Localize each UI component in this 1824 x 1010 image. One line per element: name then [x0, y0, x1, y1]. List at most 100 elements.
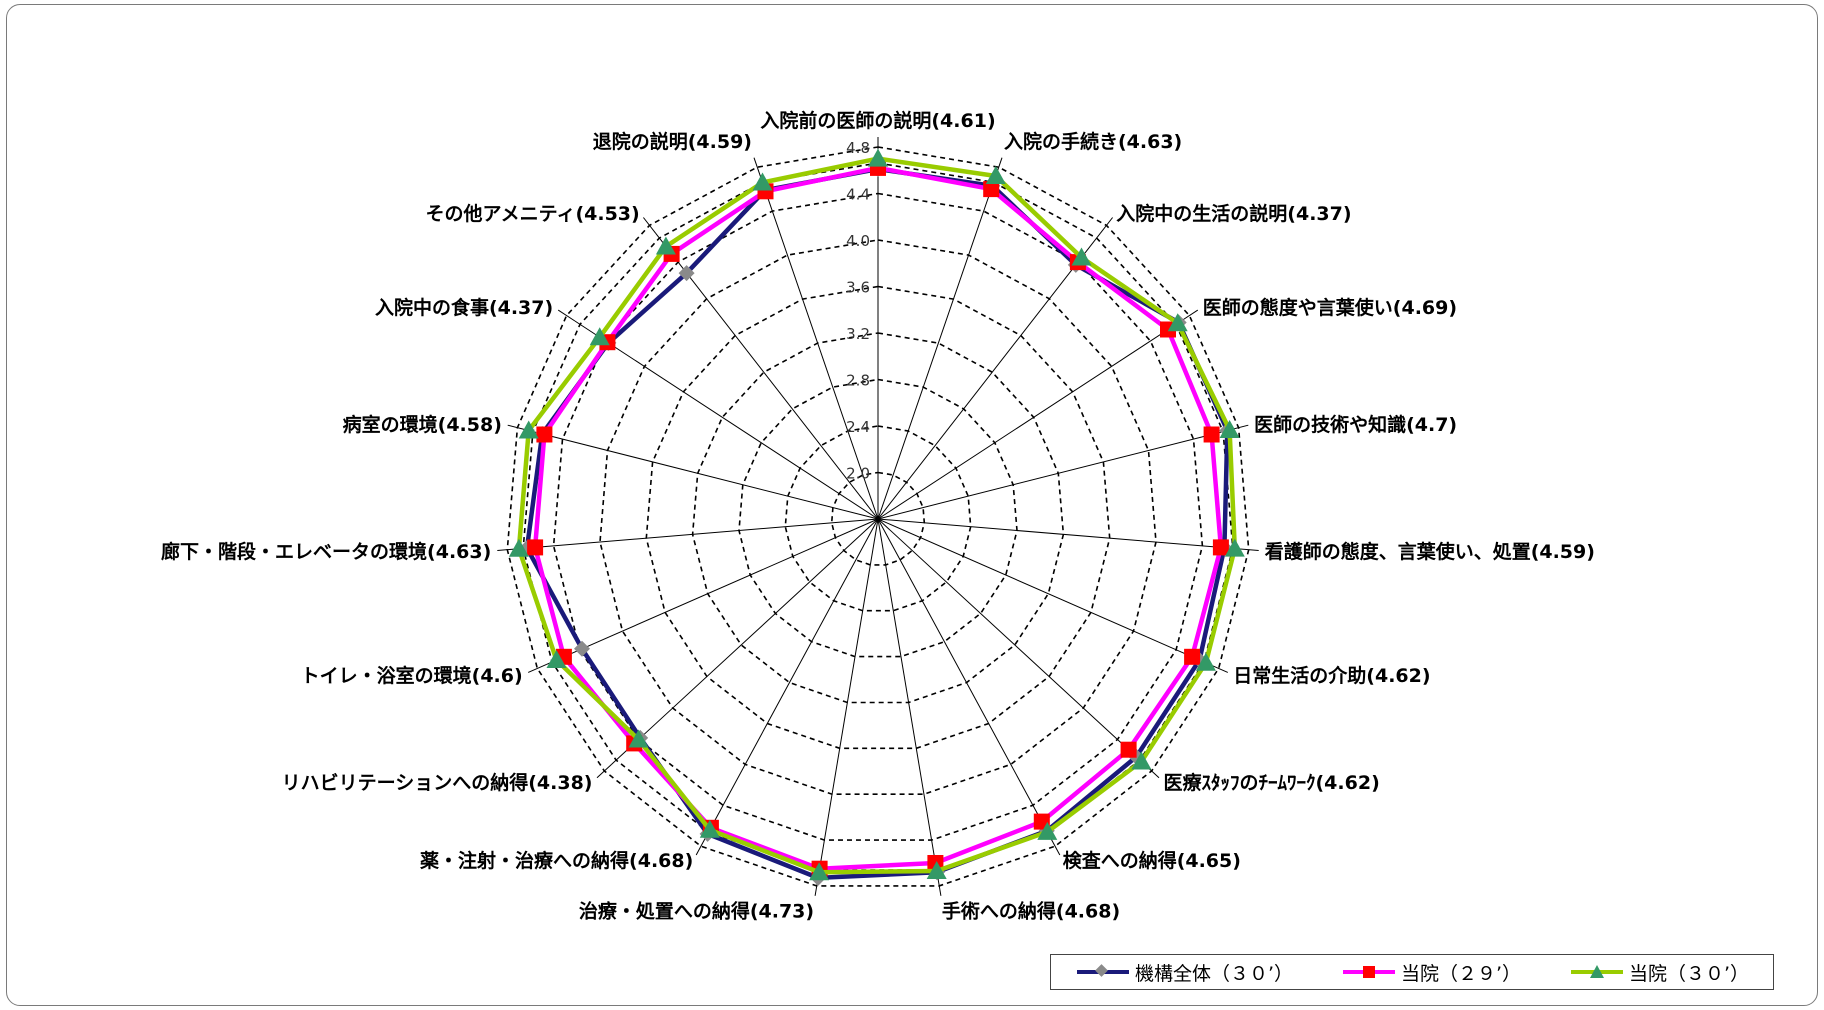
legend-swatch — [1076, 964, 1129, 977]
tick-label: 3.2 — [846, 325, 870, 343]
spoke-axis — [877, 518, 1051, 838]
category-label: 退院の説明(4.59) — [593, 130, 752, 153]
data-point — [1071, 247, 1092, 266]
data-point — [518, 420, 539, 439]
category-label: 入院の手続き(4.63) — [1004, 130, 1182, 153]
spoke-axis — [877, 232, 1101, 520]
tick-label: 4.8 — [846, 139, 870, 157]
tick-label: 3.6 — [846, 279, 870, 297]
legend-item-touin-29: 当院（２９’） — [1341, 959, 1521, 986]
data-point — [1184, 648, 1201, 665]
tick-label: 4.0 — [846, 232, 870, 250]
category-label: 病室の環境(4.58) — [343, 413, 502, 436]
spoke-axis — [877, 518, 1210, 665]
data-point — [1131, 751, 1152, 770]
spoke-axis — [526, 429, 879, 520]
tick-label: 2.8 — [846, 372, 870, 390]
legend-label: 機構全体（３０’） — [1134, 962, 1294, 985]
spoke-axis — [611, 518, 879, 765]
data-point — [983, 181, 1000, 198]
tick-label: 4.4 — [846, 186, 870, 204]
data-point — [1203, 426, 1220, 443]
data-point — [536, 426, 553, 443]
data-point — [1224, 538, 1245, 557]
label-leader — [1180, 309, 1199, 322]
category-label: 入院中の生活の説明(4.37) — [1116, 202, 1351, 225]
tick-label-layer: 2.0 2.4 2.8 3.2 3.6 4.0 4.4 4.8 — [846, 139, 870, 483]
category-label: その他アメニティ(4.53) — [426, 202, 640, 225]
data-point — [508, 538, 529, 557]
legend-item-touin-30: 当院（３０’） — [1569, 959, 1749, 986]
data-point — [1120, 741, 1137, 758]
data-point — [546, 650, 567, 668]
series-line — [532, 165, 1224, 871]
data-point — [574, 640, 590, 657]
data-point — [1212, 539, 1229, 556]
spoke-axis — [546, 518, 879, 665]
data-point — [752, 172, 773, 191]
category-label: リハビリテーションへの納得(4.38) — [282, 771, 593, 794]
spoke-axis — [877, 429, 1230, 520]
category-label: 日常生活の介助(4.62) — [1233, 664, 1430, 687]
legend-label: 当院（２９’） — [1400, 962, 1522, 985]
grid-ring — [506, 146, 1250, 887]
spoke-axis — [877, 320, 1182, 520]
label-leader — [527, 663, 547, 673]
label-leader — [596, 763, 613, 779]
grid-layer — [506, 146, 1250, 887]
label-leader — [937, 876, 942, 896]
category-label: 医療ｽﾀｯﾌのﾁｰﾑﾜｰｸ(4.62) — [1164, 771, 1380, 794]
category-label: 医師の態度や言葉使い(4.69) — [1203, 296, 1457, 319]
category-label: 入院中の食事(4.37) — [375, 296, 553, 319]
category-label: 廊下・階段・エレベータの環境(4.63) — [161, 540, 491, 563]
data-point — [809, 862, 830, 881]
label-leader — [753, 157, 761, 177]
spoke-axis — [574, 320, 879, 520]
spoke-axis — [877, 176, 996, 520]
data-point — [1037, 821, 1058, 840]
category-label-layer: 入院前の医師の説明(4.61) 入院の手続き(4.63) 入院中の生活の説明(4.3… — [161, 109, 1595, 923]
data-point — [699, 819, 720, 838]
category-label: 手術への納得(4.68) — [942, 900, 1120, 923]
spoke-axis — [817, 518, 879, 877]
series-layer — [508, 148, 1245, 886]
data-point — [655, 236, 676, 255]
label-leader — [1049, 837, 1061, 856]
label-leader — [1099, 217, 1113, 234]
label-leader — [1238, 548, 1259, 551]
tick-label: 2.4 — [846, 418, 870, 436]
grid-ring — [784, 425, 972, 612]
legend: 機構全体（３０’） 当院（２９’） 当院（３０’） — [1050, 954, 1774, 990]
label-leader — [557, 309, 576, 322]
data-point — [985, 166, 1006, 184]
spoke-axis — [877, 518, 1145, 765]
data-point — [527, 539, 544, 556]
legend-swatch — [1570, 965, 1623, 978]
tick-label: 2.0 — [846, 465, 870, 483]
category-label: 入院前の医師の説明(4.61) — [760, 109, 995, 132]
data-point — [1195, 652, 1216, 671]
spoke-axis — [705, 518, 879, 838]
data-point — [868, 148, 888, 167]
data-point — [1219, 420, 1240, 438]
series-line — [516, 156, 1238, 875]
spoke-axis — [655, 232, 879, 520]
grid-ring — [738, 378, 1018, 658]
category-label: 治療・処置への納得(4.73) — [579, 900, 814, 923]
grid-ring — [830, 471, 926, 566]
data-point — [926, 861, 947, 879]
grid-ring — [522, 162, 1234, 871]
spoke-axis — [760, 176, 879, 520]
legend-label: 当院（３０’） — [1628, 962, 1750, 985]
spoke-axis — [877, 518, 1239, 550]
grid-ring — [691, 332, 1065, 704]
label-leader — [643, 217, 657, 234]
legend-item-kikou-zentai-30: 機構全体（３０’） — [1075, 959, 1293, 986]
category-label: 検査への納得(4.65) — [1063, 849, 1241, 872]
legend-swatch — [1342, 966, 1395, 978]
category-label: 看護師の態度、言葉使い、処置(4.59) — [1264, 540, 1595, 563]
spoke-axis — [877, 518, 939, 877]
spoke-axis — [517, 518, 879, 550]
data-point — [678, 265, 695, 282]
